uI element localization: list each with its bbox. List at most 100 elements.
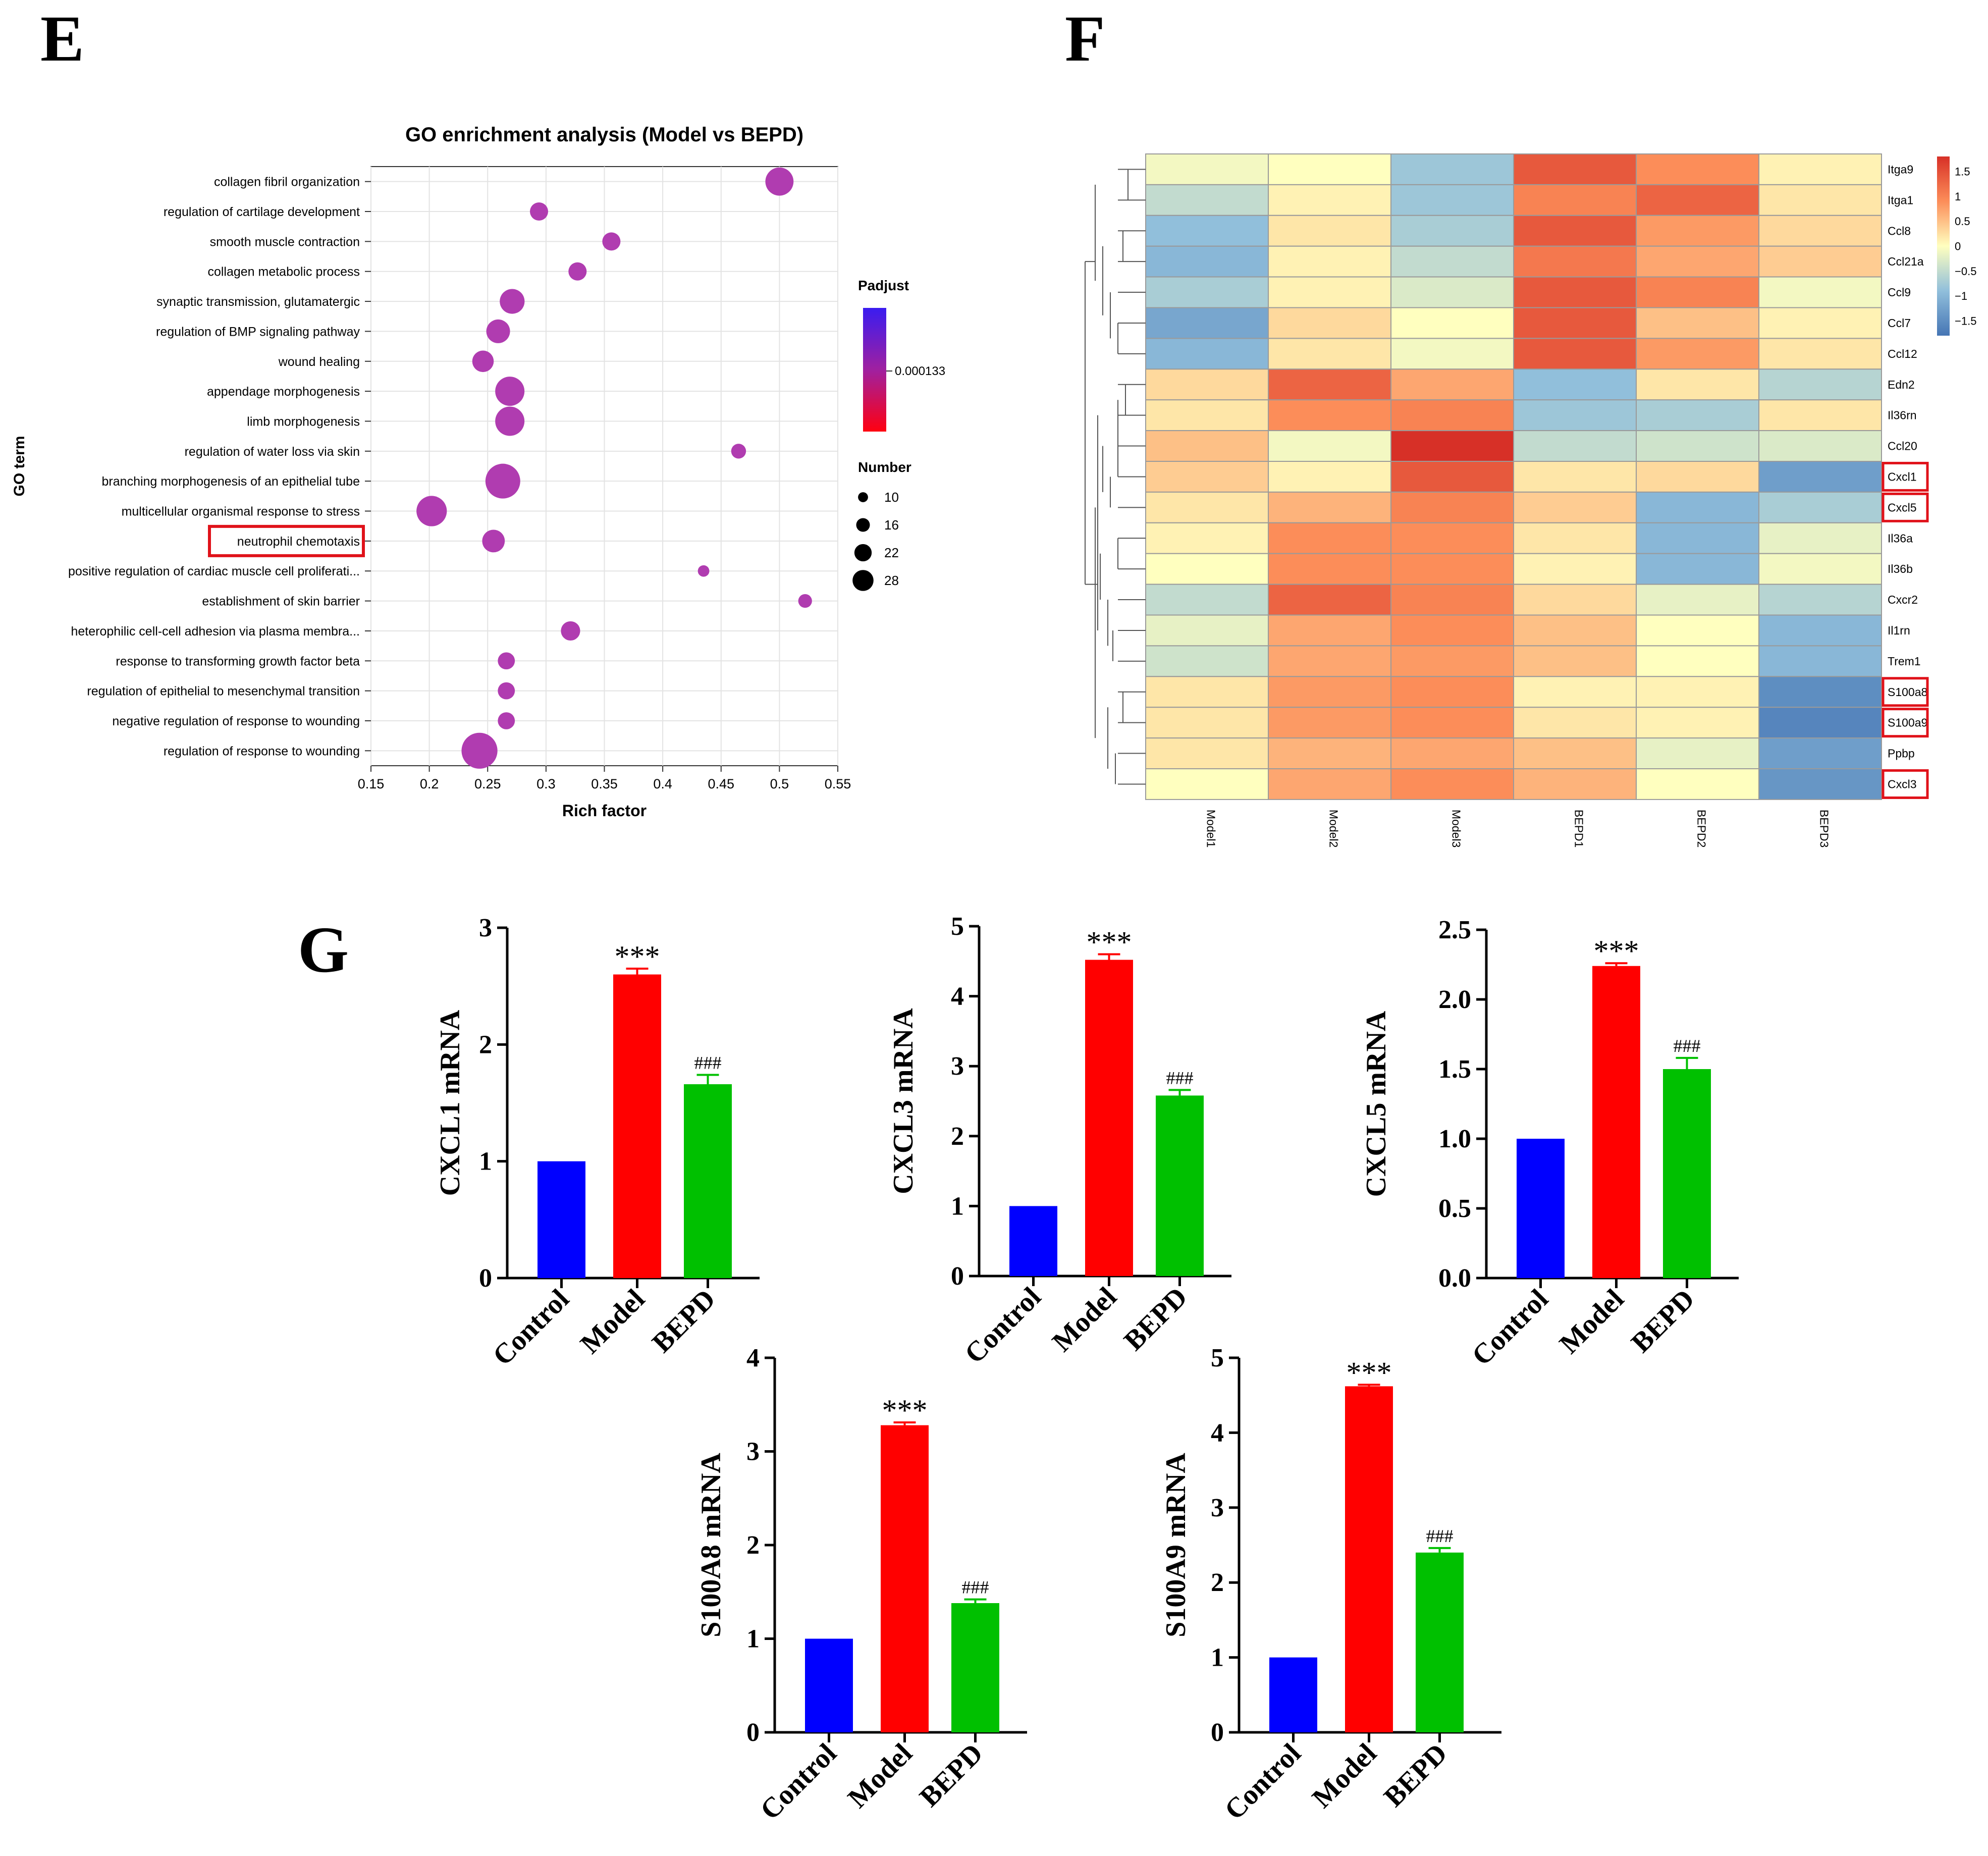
heatmap-cell xyxy=(1513,153,1637,185)
heatmap-cell xyxy=(1268,307,1391,339)
heatmap-cell xyxy=(1390,399,1514,432)
heatmap-cell xyxy=(1513,307,1637,339)
go-term-label: collagen metabolic process xyxy=(207,265,360,279)
heatmap-cell xyxy=(1758,399,1882,432)
heatmap-cell xyxy=(1390,153,1514,185)
heatmap-cell xyxy=(1268,215,1391,247)
go-term-label: wound healing xyxy=(278,355,360,369)
heatmap-row-label: Il1rn xyxy=(1888,624,1910,637)
heatmap-row-label: Cxcl3 xyxy=(1888,777,1917,790)
heatmap-cell xyxy=(1513,215,1637,247)
go-term-label: branching morphogenesis of an epithelial… xyxy=(102,474,360,489)
heatmap-colorbar-tick-label: −0.5 xyxy=(1955,265,1976,278)
heatmap-cell xyxy=(1145,276,1269,308)
y-tick-label: 1 xyxy=(479,1147,492,1176)
heatmap-cell xyxy=(1636,338,1759,370)
heatmap-row-label: Ccl9 xyxy=(1888,286,1911,299)
heatmap-cell xyxy=(1145,522,1269,554)
heatmap-cell xyxy=(1268,368,1391,401)
heatmap-column-label: BEPD1 xyxy=(1573,810,1586,847)
heatmap-row-highlight-box xyxy=(1882,769,1929,799)
y-tick-label: 0 xyxy=(1211,1718,1224,1747)
heatmap-cell xyxy=(1636,553,1759,585)
heatmap-cell xyxy=(1390,276,1514,308)
y-tick-label: 2.0 xyxy=(1438,985,1471,1014)
bar-control xyxy=(1269,1657,1317,1732)
heatmap-cell xyxy=(1513,614,1637,647)
heatmap-cell xyxy=(1636,707,1759,739)
heatmap-colorbar xyxy=(1937,156,1950,336)
go-term-label: regulation of cartilage development xyxy=(164,205,360,219)
heatmap-row-highlight-box xyxy=(1882,461,1929,492)
y-tick-label: 0.5 xyxy=(1438,1194,1471,1223)
x-tick-label: Model xyxy=(1046,1281,1123,1358)
go-bubble xyxy=(495,406,525,436)
heatmap-cell xyxy=(1758,430,1882,462)
heatmap-row-label: Ccl20 xyxy=(1888,440,1917,453)
heatmap-cell xyxy=(1145,307,1269,339)
heatmap-cell xyxy=(1636,245,1759,278)
padjust-tick-label: 0.000133 xyxy=(895,364,945,378)
y-tick-label: 1.0 xyxy=(1438,1125,1471,1153)
heatmap-cell xyxy=(1636,522,1759,554)
heatmap-cell xyxy=(1145,215,1269,247)
heatmap-cell xyxy=(1390,553,1514,585)
heatmap-cell xyxy=(1268,737,1391,769)
heatmap-cell xyxy=(1268,184,1391,216)
heatmap-cell xyxy=(1268,614,1391,647)
x-tick-label: Control xyxy=(1466,1283,1554,1371)
heatmap-colorbar-tick-label: 1 xyxy=(1955,190,1961,203)
go-term-label: appendage morphogenesis xyxy=(207,385,360,399)
y-tick-label: 4 xyxy=(1211,1418,1224,1447)
heatmap-cell xyxy=(1758,276,1882,308)
heatmap-cell xyxy=(1636,676,1759,708)
heatmap-cell xyxy=(1390,245,1514,278)
x-tick-label: Control xyxy=(755,1737,843,1826)
x-tick-label: Control xyxy=(1219,1737,1307,1826)
go-term-label: regulation of epithelial to mesenchymal … xyxy=(87,684,360,699)
heatmap-chart: Itga9 Itga1 Ccl8 Ccl21a Ccl9 Ccl7 Ccl12 Edn2 Il3… xyxy=(1085,153,1976,847)
go-highlight-box xyxy=(208,524,365,557)
heatmap-cell xyxy=(1268,245,1391,278)
heatmap-cell xyxy=(1636,430,1759,462)
go-term-label: heterophilic cell-cell adhesion via plas… xyxy=(71,624,360,639)
x-tick-label: BEPD xyxy=(914,1737,989,1813)
heatmap-cell xyxy=(1513,368,1637,401)
bar-model xyxy=(1592,966,1640,1278)
panel-letter-e: E xyxy=(40,3,84,75)
go-bubble xyxy=(498,682,515,700)
heatmap-cell xyxy=(1636,737,1759,769)
heatmap-cell xyxy=(1268,430,1391,462)
heatmap-cell xyxy=(1145,184,1269,216)
heatmap-cell xyxy=(1268,399,1391,432)
heatmap-column-label: BEPD2 xyxy=(1695,810,1708,847)
bar-model xyxy=(1345,1386,1393,1732)
heatmap-row-highlight-box xyxy=(1882,708,1929,738)
significance-bepd: ### xyxy=(962,1577,989,1598)
heatmap-row-label: Il36b xyxy=(1888,562,1913,575)
go-term-label: collagen fibril organization xyxy=(214,175,360,189)
heatmap-cell xyxy=(1758,184,1882,216)
heatmap-cell xyxy=(1145,584,1269,616)
heatmap-cell xyxy=(1513,491,1637,523)
x-tick-label: Model xyxy=(1306,1737,1383,1814)
heatmap-cell xyxy=(1390,584,1514,616)
y-tick-label: 2.5 xyxy=(1438,916,1471,944)
go-title: GO enrichment analysis (Model vs BEPD) xyxy=(405,124,803,146)
x-tick-label: BEPD xyxy=(1118,1281,1193,1356)
go-term-label: regulation of BMP signaling pathway xyxy=(156,325,360,339)
x-tick-label: Model xyxy=(1553,1283,1630,1360)
go-x-tick-label: 0.2 xyxy=(420,776,439,791)
bar-control xyxy=(1517,1139,1565,1278)
go-bubble xyxy=(697,565,710,577)
heatmap-row-label: Trem1 xyxy=(1888,655,1921,668)
heatmap-row-label: Ppbp xyxy=(1888,747,1915,760)
heatmap-cell xyxy=(1513,184,1637,216)
go-x-tick-label: 0.5 xyxy=(770,776,789,791)
bar-bepd xyxy=(1156,1095,1204,1276)
heatmap-row-label: Cxcr2 xyxy=(1888,593,1918,606)
heatmap-cell xyxy=(1268,676,1391,708)
